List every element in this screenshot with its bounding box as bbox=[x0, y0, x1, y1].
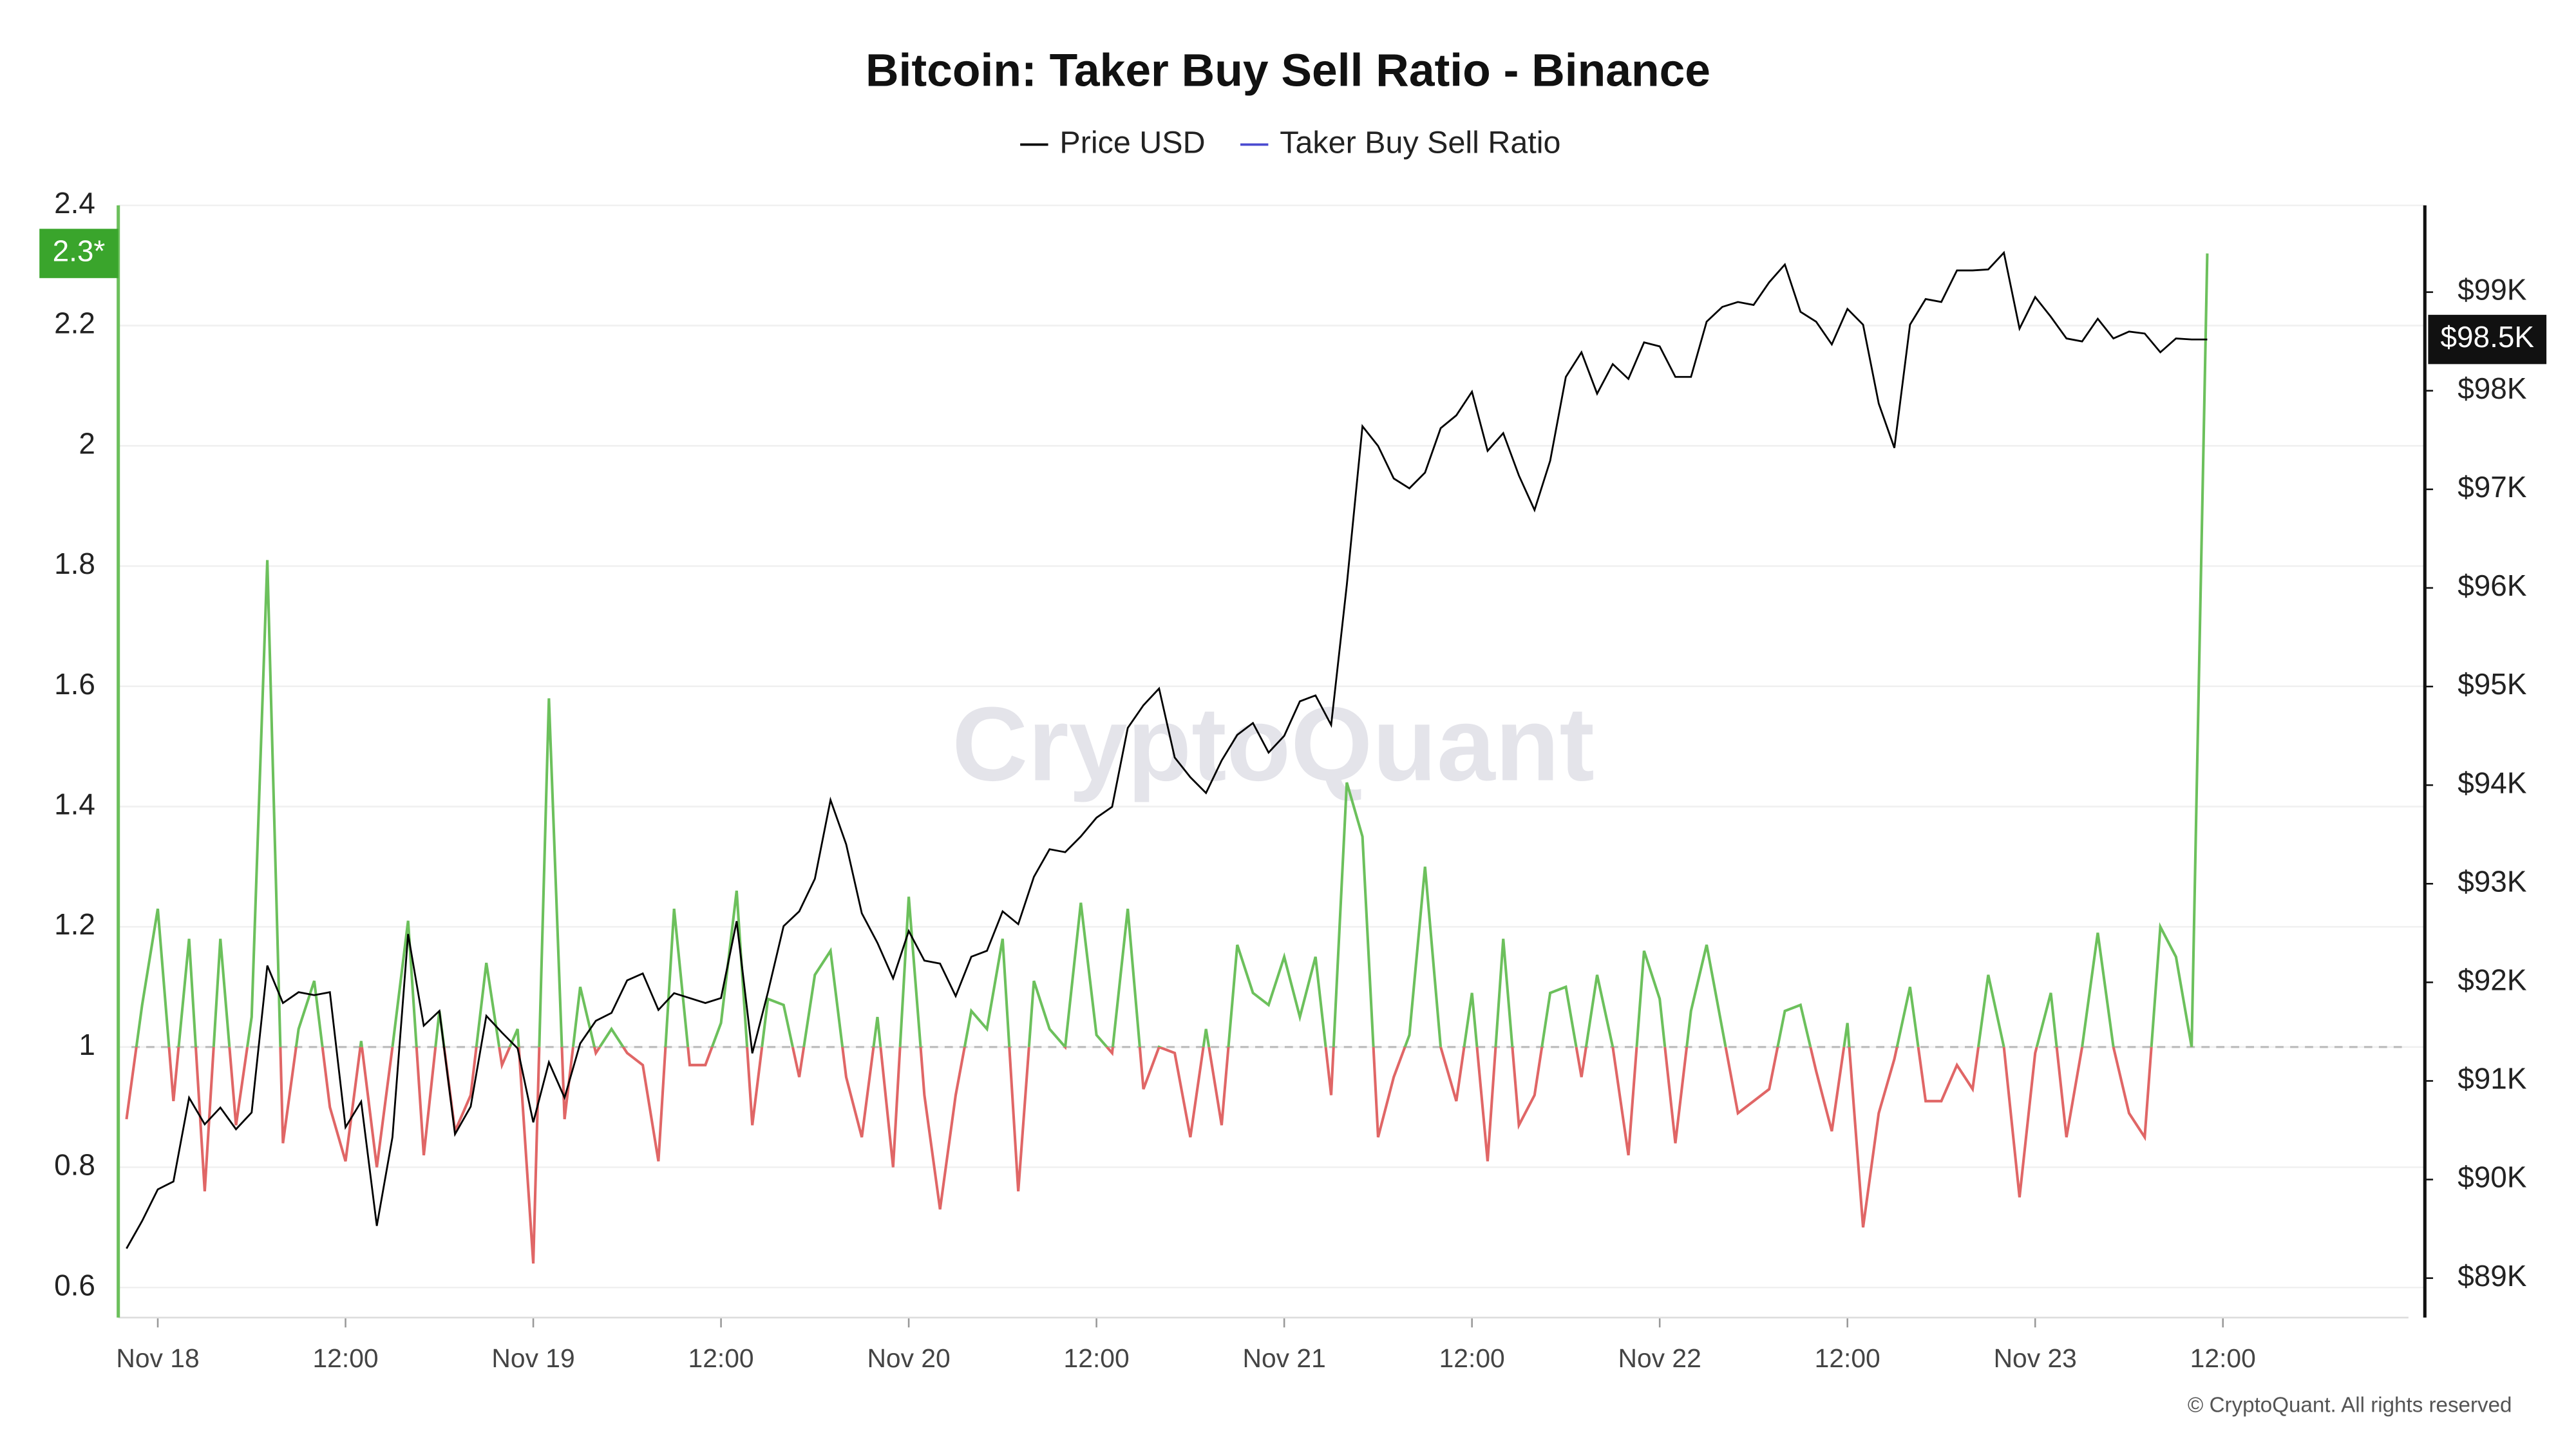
ratio-line-below bbox=[125, 1046, 2193, 1264]
y-tick-label: 0.6 bbox=[54, 1268, 95, 1302]
y2-tick-label: $91K bbox=[2458, 1062, 2527, 1095]
current-value-label: $98.5K bbox=[2440, 320, 2534, 354]
price-line bbox=[126, 251, 2208, 1249]
x-tick-label: Nov 20 bbox=[867, 1343, 950, 1373]
y-tick-label: 1.8 bbox=[54, 547, 95, 580]
y-tick-label: 0.8 bbox=[54, 1148, 95, 1182]
y-tick-label: 2 bbox=[79, 426, 95, 460]
y2-tick-label: $93K bbox=[2458, 864, 2527, 898]
x-tick-label: Nov 18 bbox=[116, 1343, 199, 1373]
current-value-box bbox=[2428, 314, 2547, 365]
chart-title: Bitcoin: Taker Buy Sell Ratio - Binance bbox=[866, 45, 1710, 97]
x-tick-label: 12:00 bbox=[1064, 1343, 1130, 1373]
y-tick-label: 2.2 bbox=[54, 307, 95, 340]
x-tick-label: 12:00 bbox=[2190, 1343, 2256, 1373]
y-tick-label: 1.6 bbox=[54, 667, 95, 701]
x-tick-label: Nov 23 bbox=[1994, 1343, 2077, 1373]
footer: © CryptoQuant. All rights reserved bbox=[2188, 1393, 2512, 1417]
y2-tick-label: $98K bbox=[2458, 372, 2527, 405]
current-value-label: 2.3* bbox=[53, 234, 106, 268]
current-value-box bbox=[39, 229, 118, 278]
y2-tick-label: $97K bbox=[2458, 470, 2527, 504]
y2-tick-label: $90K bbox=[2458, 1160, 2527, 1194]
x-tick-label: 12:00 bbox=[1815, 1343, 1880, 1373]
x-tick-label: Nov 21 bbox=[1243, 1343, 1326, 1373]
x-tick-label: 12:00 bbox=[688, 1343, 754, 1373]
y2-tick-label: $92K bbox=[2458, 963, 2527, 996]
y-tick-label: 1 bbox=[79, 1028, 95, 1061]
watermark: CryptoQuant bbox=[952, 685, 1595, 802]
y-tick-label: 2.4 bbox=[54, 186, 95, 220]
y2-tick-label: $95K bbox=[2458, 667, 2527, 701]
x-tick-label: 12:00 bbox=[1439, 1343, 1505, 1373]
y2-tick-label: $94K bbox=[2458, 766, 2527, 799]
y2-tick-label: $89K bbox=[2458, 1259, 2527, 1293]
y-tick-label: 1.4 bbox=[54, 788, 95, 821]
legend-label: Taker Buy Sell Ratio bbox=[1280, 125, 1560, 160]
x-tick-label: Nov 22 bbox=[1618, 1343, 1701, 1373]
x-tick-label: 12:00 bbox=[312, 1343, 378, 1373]
y2-tick-label: $99K bbox=[2458, 273, 2527, 307]
x-tick-label: Nov 19 bbox=[491, 1343, 574, 1373]
y-tick-label: 1.2 bbox=[54, 907, 95, 941]
legend-label: Price USD bbox=[1059, 125, 1205, 160]
y2-tick-label: $96K bbox=[2458, 569, 2527, 602]
